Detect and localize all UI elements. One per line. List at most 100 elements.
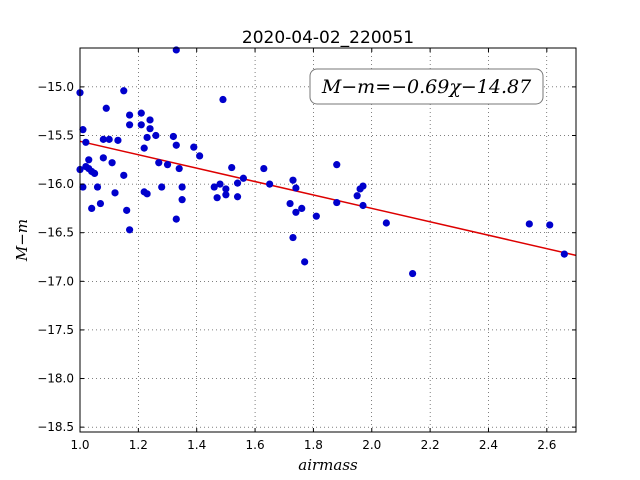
data-point: [190, 143, 198, 151]
data-point: [88, 204, 96, 213]
x-tick-label: 2.6: [537, 438, 556, 452]
grid: [79, 48, 576, 432]
y-tick-label: −18.5: [37, 420, 74, 434]
data-point: [126, 226, 134, 234]
fit-line-group: [79, 140, 577, 257]
data-point: [196, 152, 204, 160]
y-tick-label: −17.5: [37, 323, 74, 337]
data-point: [560, 250, 568, 258]
data-point: [222, 185, 230, 193]
data-point: [178, 196, 186, 204]
data-point: [266, 180, 274, 188]
data-point: [143, 133, 151, 142]
x-tick-label: 2.4: [479, 438, 498, 452]
x-tick-label: 1.4: [187, 438, 206, 452]
data-point: [222, 191, 230, 199]
plot-area: [80, 48, 576, 432]
data-point: [163, 161, 172, 169]
data-point: [79, 126, 87, 134]
data-point: [286, 199, 294, 208]
data-point: [152, 131, 160, 140]
y-tick-label: −15.5: [37, 128, 74, 142]
chart-title: 2020-04-02_220051: [242, 28, 414, 48]
y-tick-label: −16.0: [37, 177, 74, 191]
data-point: [289, 233, 297, 242]
data-point: [90, 169, 99, 178]
data-point: [158, 183, 166, 191]
data-points: [76, 46, 568, 278]
data-point: [233, 179, 242, 187]
x-tick-label: 1.8: [304, 438, 323, 452]
y-tick-label: −17.0: [37, 274, 74, 288]
data-point: [114, 136, 122, 144]
data-point: [120, 171, 128, 179]
y-tick-label: −15.0: [37, 80, 74, 94]
data-point: [175, 164, 183, 173]
data-point: [172, 46, 180, 54]
data-point: [99, 154, 107, 162]
data-point: [216, 180, 224, 188]
data-point: [137, 109, 145, 117]
x-tick-label: 1.0: [70, 438, 89, 452]
data-point: [79, 183, 87, 191]
data-point: [289, 176, 297, 184]
data-point: [96, 199, 105, 208]
data-point: [169, 132, 177, 141]
x-tick-label: 1.6: [246, 438, 265, 452]
annotation-frame: [309, 68, 544, 105]
data-point: [210, 183, 218, 191]
x-axis-label: airmass: [298, 456, 358, 474]
y-axis-label: M−m: [13, 219, 31, 262]
axis-ticks: 1.0 1.2 1.4 1.6 1.8 2.0 2.2 2.4 2.6 −15.0 −15.5 −16…: [37, 48, 576, 452]
data-point: [120, 87, 128, 95]
data-point: [233, 193, 242, 201]
data-point: [93, 183, 102, 191]
y-tick-label: −18.0: [37, 372, 74, 386]
data-point: [382, 219, 390, 227]
data-point: [359, 201, 367, 210]
data-point: [312, 212, 320, 220]
data-point: [99, 135, 107, 143]
data-point: [333, 161, 341, 169]
data-point: [213, 194, 221, 202]
x-tick-label: 2.2: [421, 438, 440, 452]
data-point: [146, 125, 154, 133]
data-point: [126, 121, 134, 129]
data-point: [292, 208, 300, 216]
fit-line: [79, 140, 577, 257]
data-point: [143, 190, 151, 198]
data-point: [146, 116, 154, 124]
plot-frame: [79, 47, 577, 433]
data-point: [219, 95, 227, 104]
data-point: [239, 174, 247, 182]
data-point: [525, 220, 533, 228]
data-point: [105, 135, 113, 143]
data-point: [172, 141, 180, 149]
data-point: [85, 156, 93, 164]
data-point: [123, 206, 131, 214]
data-point: [546, 221, 554, 229]
data-point: [353, 192, 361, 200]
data-point: [228, 163, 236, 172]
data-point: [409, 269, 417, 278]
data-point: [298, 204, 306, 213]
data-point: [292, 184, 300, 192]
y-tick-label: −16.5: [37, 226, 74, 240]
x-tick-label: 2.0: [362, 438, 381, 452]
data-point: [172, 215, 180, 223]
data-point: [333, 198, 341, 207]
data-point: [260, 164, 268, 173]
data-point: [102, 104, 110, 112]
data-point: [111, 189, 119, 197]
fit-equation: M−m=−0.69χ−14.87: [321, 76, 532, 98]
x-tick-label: 1.2: [129, 438, 148, 452]
data-point: [359, 182, 367, 190]
data-point: [140, 144, 148, 152]
data-point: [301, 258, 309, 266]
data-point: [137, 121, 145, 129]
data-point: [155, 159, 163, 167]
data-point: [108, 159, 116, 167]
annotation-box: M−m=−0.69χ−14.87: [309, 68, 544, 105]
data-point: [82, 138, 90, 146]
